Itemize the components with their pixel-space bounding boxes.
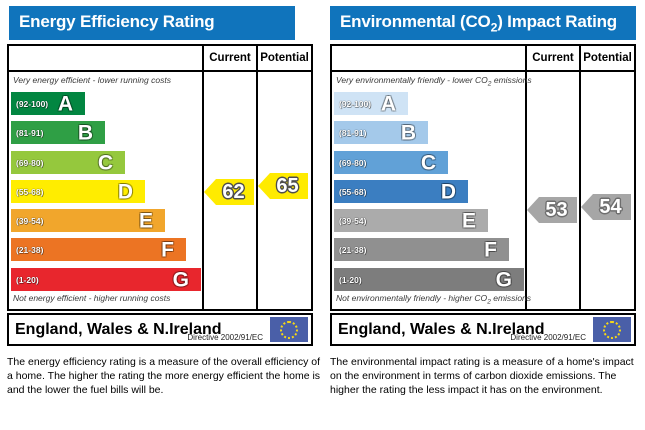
scale-bottom-note: Not environmentally friendly - higher CO… xyxy=(336,293,532,306)
band-range-label: (69-80) xyxy=(16,157,44,168)
current-column-header: Current xyxy=(209,52,251,64)
band-letter: G xyxy=(495,268,512,291)
current-rating-value: 53 xyxy=(545,199,568,221)
rating-scale: Very energy efficient - lower running co… xyxy=(9,72,202,309)
column-divider xyxy=(202,46,204,309)
region-footer: England, Wales & N.Ireland Directive 200… xyxy=(7,313,313,346)
band-range-label: (81-91) xyxy=(339,127,367,138)
rating-band-f: (21-38) F xyxy=(11,238,186,261)
rating-band-a: (92-100) A xyxy=(334,92,408,115)
band-range-label: (21-38) xyxy=(16,244,44,255)
band-range-label: (69-80) xyxy=(339,157,367,168)
rating-band-g: (1-20) G xyxy=(11,268,201,291)
band-letter: F xyxy=(161,238,174,261)
band-letter: B xyxy=(77,121,93,144)
region-label: England, Wales & N.Ireland xyxy=(15,321,222,338)
band-range-label: (39-54) xyxy=(339,215,367,226)
eu-flag-stars xyxy=(603,320,621,339)
potential-rating-value: 54 xyxy=(599,196,622,218)
rating-band-f: (21-38) F xyxy=(334,238,509,261)
band-range-label: (92-100) xyxy=(16,98,49,109)
chart-description: The environmental impact rating is a mea… xyxy=(330,356,634,396)
potential-rating-value: 65 xyxy=(276,175,299,197)
scale-bottom-note: Not energy efficient - higher running co… xyxy=(13,293,171,304)
table-header-row: Current Potential xyxy=(332,46,634,72)
band-letter: A xyxy=(57,92,73,115)
rating-scale-table: Current Potential Very energy efficient … xyxy=(7,44,313,311)
chart-title-bar: Environmental (CO2) Impact Rating xyxy=(330,6,636,40)
rating-band-e: (39-54) E xyxy=(334,209,488,232)
band-range-label: (55-68) xyxy=(339,186,367,197)
band-letter: C xyxy=(97,151,113,174)
rating-scale: Very environmentally friendly - lower CO… xyxy=(332,72,532,309)
rating-band-c: (69-80) C xyxy=(11,151,125,174)
column-divider xyxy=(525,46,527,309)
band-letter: E xyxy=(138,209,153,232)
chart-description: The energy efficiency rating is a measur… xyxy=(7,356,321,396)
band-letter: D xyxy=(117,180,133,203)
band-letter: C xyxy=(420,151,436,174)
rating-band-e: (39-54) E xyxy=(11,209,165,232)
band-range-label: (81-91) xyxy=(16,127,44,138)
rating-band-b: (81-91) B xyxy=(11,121,105,144)
current-column-header: Current xyxy=(532,52,574,64)
band-range-label: (1-20) xyxy=(16,274,39,285)
band-letter: E xyxy=(461,209,476,232)
chart-title-bar: Energy Efficiency Rating xyxy=(9,6,295,40)
directive-label: Directive 2002/91/EC xyxy=(187,333,263,342)
band-letter: A xyxy=(380,92,396,115)
band-range-label: (39-54) xyxy=(16,215,44,226)
band-range-label: (92-100) xyxy=(339,98,372,109)
band-letter: F xyxy=(484,238,497,261)
rating-band-g: (1-20) G xyxy=(334,268,524,291)
region-footer: England, Wales & N.Ireland Directive 200… xyxy=(330,313,636,346)
band-letter: B xyxy=(400,121,416,144)
rating-band-d: (55-68) D xyxy=(334,180,468,203)
potential-rating-arrow: 54 xyxy=(581,194,631,220)
current-rating-arrow: 53 xyxy=(527,197,577,223)
energy-efficiency-rating-chart: Energy Efficiency Rating Current Potenti… xyxy=(7,6,320,426)
column-divider xyxy=(256,46,258,309)
band-range-label: (1-20) xyxy=(339,274,362,285)
rating-band-b: (81-91) B xyxy=(334,121,428,144)
column-divider xyxy=(579,46,581,309)
current-rating-value: 62 xyxy=(222,181,245,203)
band-letter: D xyxy=(440,180,456,203)
eu-flag-icon xyxy=(270,317,308,342)
scale-top-note: Very environmentally friendly - lower CO… xyxy=(336,75,532,88)
environmental-impact-rating-chart: Environmental (CO2) Impact Rating Curren… xyxy=(330,6,636,426)
eu-flag-stars xyxy=(280,320,298,339)
scale-top-note: Very energy efficient - lower running co… xyxy=(13,75,171,85)
current-rating-arrow: 62 xyxy=(204,179,254,205)
chart-title: Energy Efficiency Rating xyxy=(19,11,215,31)
chart-title: Environmental (CO2) Impact Rating xyxy=(340,11,617,35)
rating-band-a: (92-100) A xyxy=(11,92,85,115)
directive-label: Directive 2002/91/EC xyxy=(510,333,586,342)
potential-column-header: Potential xyxy=(260,52,309,64)
rating-scale-table: Current Potential Very environmentally f… xyxy=(330,44,636,311)
band-range-label: (55-68) xyxy=(16,186,44,197)
potential-rating-arrow: 65 xyxy=(258,173,308,199)
potential-column-header: Potential xyxy=(583,52,632,64)
band-range-label: (21-38) xyxy=(339,244,367,255)
rating-band-c: (69-80) C xyxy=(334,151,448,174)
table-header-row: Current Potential xyxy=(9,46,311,72)
eu-flag-icon xyxy=(593,317,631,342)
band-letter: G xyxy=(172,268,189,291)
region-label: England, Wales & N.Ireland xyxy=(338,321,545,338)
rating-band-d: (55-68) D xyxy=(11,180,145,203)
